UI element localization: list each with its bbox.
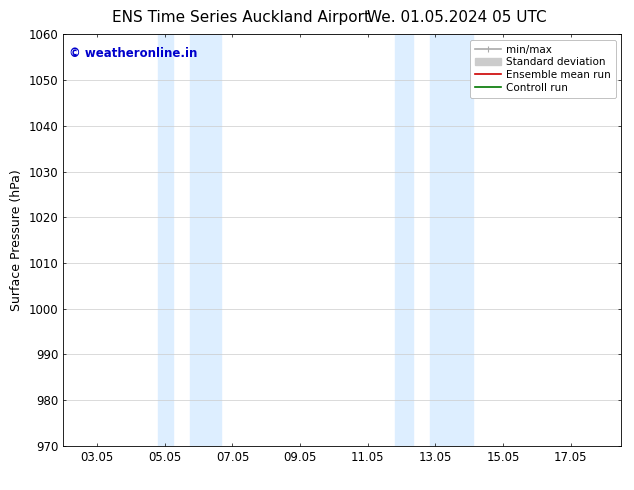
Bar <box>430 34 472 446</box>
Bar <box>158 34 173 446</box>
Bar <box>190 34 221 446</box>
Bar <box>395 34 413 446</box>
Legend: min/max, Standard deviation, Ensemble mean run, Controll run: min/max, Standard deviation, Ensemble me… <box>470 40 616 98</box>
Y-axis label: Surface Pressure (hPa): Surface Pressure (hPa) <box>10 169 23 311</box>
Text: © weatheronline.in: © weatheronline.in <box>69 47 197 60</box>
Text: We. 01.05.2024 05 UTC: We. 01.05.2024 05 UTC <box>366 10 547 25</box>
Text: ENS Time Series Auckland Airport: ENS Time Series Auckland Airport <box>112 10 370 25</box>
